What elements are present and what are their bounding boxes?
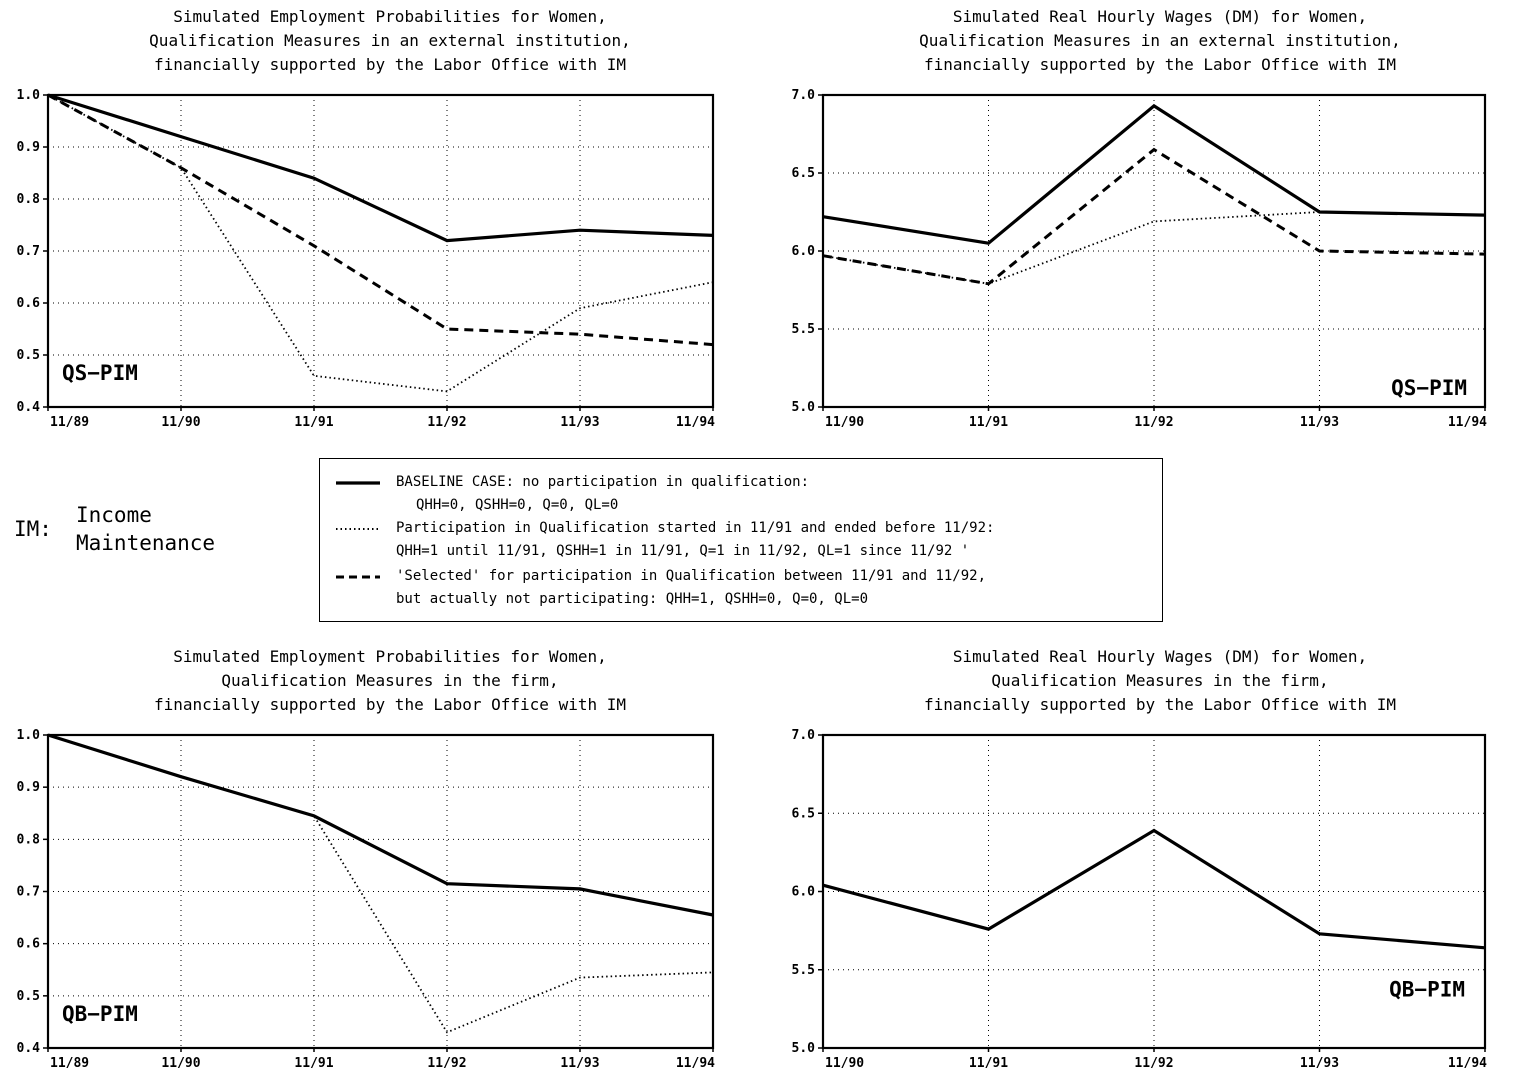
y-tick-label-tr-0: 5.0 (792, 400, 816, 415)
x-tick-label-tl-2: 11/91 (294, 415, 333, 430)
x-tick-label-br-4: 11/94 (1448, 1056, 1487, 1071)
panel-label-bl: QB−PIM (62, 1002, 138, 1026)
y-tick-label-tl-0: 0.4 (17, 400, 41, 415)
legend-swatch-dotted (336, 528, 380, 530)
legend-entry-selected: 'Selected' for participation in Qualific… (320, 565, 1160, 611)
x-tick-label-tr-2: 11/92 (1134, 415, 1173, 430)
legend-swatch-solid (336, 481, 380, 485)
y-tick-label-br-1: 5.5 (792, 963, 815, 978)
legend-entry-participation: Participation in Qualification started i… (320, 517, 1160, 563)
series-line-tr-solid (822, 103, 1486, 245)
y-tick-label-br-4: 7.0 (792, 728, 816, 743)
x-tick-label-br-2: 11/92 (1134, 1056, 1173, 1071)
y-tick-label-br-0: 5.0 (792, 1041, 816, 1056)
y-tick-label-tr-4: 7.0 (792, 88, 816, 103)
y-tick-label-tr-3: 6.5 (792, 166, 815, 181)
im-abbr: IM: (14, 517, 52, 541)
series-line-tl-solid (47, 93, 714, 243)
x-tick-label-br-3: 11/93 (1300, 1056, 1339, 1071)
y-tick-label-bl-3: 0.7 (17, 885, 40, 900)
y-tick-label-br-3: 6.5 (792, 806, 815, 821)
x-tick-label-tr-4: 11/94 (1448, 415, 1487, 430)
legend-text-participation-2: QHH=1 until 11/91, QSHH=1 in 11/91, Q=1 … (396, 543, 970, 559)
series-line-tr-dashed (822, 147, 1486, 286)
x-tick-label-tl-4: 11/93 (560, 415, 599, 430)
panel-label-br: QB−PIM (1389, 977, 1465, 1001)
legend-entry-baseline: BASELINE CASE: no participation in quali… (320, 471, 1160, 517)
y-tick-label-tl-4: 0.8 (17, 192, 41, 207)
y-tick-label-bl-6: 1.0 (17, 728, 41, 743)
x-tick-label-bl-4: 11/93 (560, 1056, 599, 1071)
chart-title-br: Simulated Real Hourly Wages (DM) for Wom… (923, 647, 1396, 714)
chart-title-tl: Simulated Employment Probabilities for W… (149, 7, 631, 74)
y-tick-label-bl-5: 0.9 (17, 780, 40, 795)
chart-title-tr: Simulated Real Hourly Wages (DM) for Wom… (919, 7, 1401, 74)
x-tick-label-tl-3: 11/92 (427, 415, 466, 430)
x-tick-label-tr-3: 11/93 (1300, 415, 1339, 430)
y-tick-label-tl-5: 0.9 (17, 140, 40, 155)
y-tick-label-tl-1: 0.5 (17, 348, 40, 363)
series-line-tl-dotted (47, 94, 714, 393)
legend-text-selected-2: but actually not participating: QHH=1, Q… (396, 591, 869, 607)
y-tick-label-tl-3: 0.7 (17, 244, 40, 259)
chart-title-bl: Simulated Employment Probabilities for W… (153, 647, 626, 714)
y-tick-label-tl-6: 1.0 (17, 88, 41, 103)
series-line-bl-dotted (47, 734, 714, 1034)
series-line-tl-dashed (47, 93, 714, 347)
x-tick-label-tl-0: 11/89 (50, 415, 89, 430)
x-tick-label-bl-2: 11/91 (294, 1056, 333, 1071)
x-tick-label-tr-1: 11/91 (969, 415, 1008, 430)
x-tick-label-tl-1: 11/90 (161, 415, 200, 430)
y-tick-label-bl-1: 0.5 (17, 989, 40, 1004)
legend: BASELINE CASE: no participation in quali… (319, 458, 1163, 622)
y-tick-label-tr-1: 5.5 (792, 322, 815, 337)
legend-text-baseline-2: QHH=0, QSHH=0, Q=0, QL=0 (416, 497, 619, 513)
y-tick-label-bl-2: 0.6 (17, 937, 41, 952)
y-tick-label-br-2: 6.0 (792, 885, 816, 900)
x-tick-label-br-0: 11/90 (825, 1056, 864, 1071)
y-tick-label-tl-2: 0.6 (17, 296, 41, 311)
series-line-br-solid (822, 828, 1486, 950)
series-line-tr-dotted (822, 211, 1486, 285)
x-tick-label-bl-0: 11/89 (50, 1056, 89, 1071)
series-line-bl-solid (47, 733, 714, 917)
x-tick-label-bl-1: 11/90 (161, 1056, 200, 1071)
y-tick-label-tr-2: 6.0 (792, 244, 816, 259)
legend-text-selected-1: 'Selected' for participation in Qualific… (396, 568, 987, 584)
x-tick-label-bl-3: 11/92 (427, 1056, 466, 1071)
x-tick-label-tr-0: 11/90 (825, 415, 864, 430)
panel-label-tl: QS−PIM (62, 361, 138, 385)
y-tick-label-bl-0: 0.4 (17, 1041, 41, 1056)
legend-text-baseline-1: BASELINE CASE: no participation in quali… (396, 474, 810, 490)
x-tick-label-br-1: 11/91 (969, 1056, 1008, 1071)
im-full-text: Income Maintenance (76, 503, 216, 555)
y-tick-label-bl-4: 0.8 (17, 832, 41, 847)
x-tick-label-bl-5: 11/94 (676, 1056, 715, 1071)
x-tick-label-tl-5: 11/94 (676, 415, 715, 430)
panel-label-tr: QS−PIM (1391, 376, 1467, 400)
legend-swatch-dashed (336, 575, 380, 579)
legend-text-participation-1: Participation in Qualification started i… (396, 520, 995, 536)
